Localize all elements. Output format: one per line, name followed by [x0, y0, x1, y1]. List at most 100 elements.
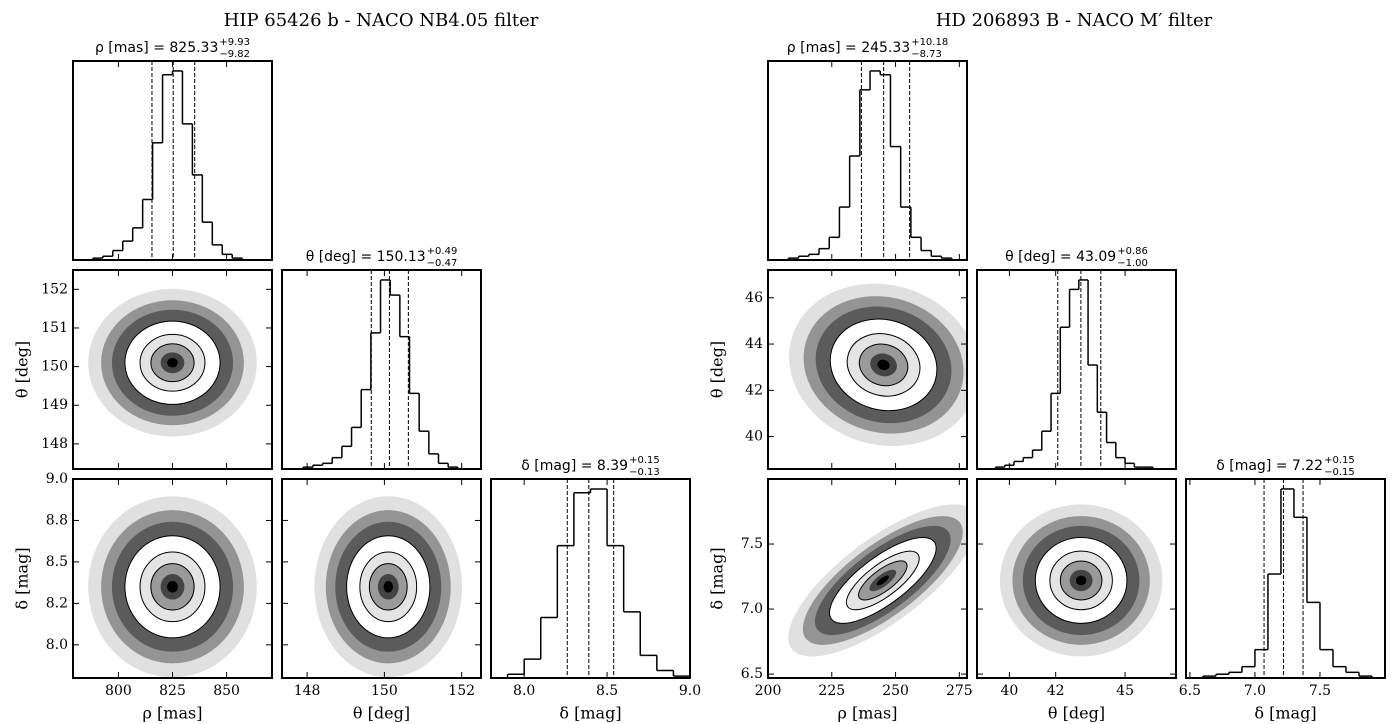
histogram-connector: [1202, 488, 1373, 678]
x-tick-label: 40: [1000, 683, 1018, 699]
err-plus: +0.49: [427, 246, 458, 257]
y-tick-label: 150: [41, 359, 68, 375]
x-tick-label: 8.5: [596, 683, 618, 699]
panel-title-label: ρ [mas] =: [95, 40, 165, 56]
panel-frame: [767, 478, 968, 679]
panel-title: θ [deg] = 43.09: [1005, 249, 1116, 265]
y-tick-label: 149: [41, 397, 68, 413]
panel-frame: [767, 60, 968, 261]
y-tick-label: 151: [41, 320, 68, 336]
panel: [977, 270, 1172, 469]
y-tick-label: 40: [745, 429, 763, 445]
x-tick-label: 825: [159, 683, 186, 699]
panel-frame: [976, 269, 1177, 470]
y-tick-label: 152: [41, 281, 68, 297]
panel-frame: [72, 60, 273, 261]
y-tick-label: 8.8: [46, 512, 68, 528]
panel-title-label: θ [deg] =: [1005, 249, 1072, 265]
panel: [88, 496, 257, 678]
density-contour: [1075, 575, 1087, 586]
y-tick-label: 8.0: [46, 637, 68, 653]
histogram-connector: [994, 279, 1154, 469]
x-axis-label: ρ [mas]: [143, 704, 203, 723]
panel-title-label: ρ [mas] =: [787, 40, 857, 56]
panel: [88, 288, 257, 437]
y-tick-label: 8.5: [46, 554, 68, 570]
x-tick-label: 45: [1116, 683, 1134, 699]
y-axis-label: θ [deg]: [13, 341, 32, 398]
panel: [73, 61, 272, 260]
panel-title-value: 150.13: [377, 249, 426, 265]
panel-title: δ [mag] = 8.39: [521, 458, 628, 474]
panel: [999, 504, 1163, 657]
histogram-connector: [787, 70, 953, 260]
x-tick-label: 800: [105, 683, 132, 699]
panel-title-label: δ [mag] =: [521, 458, 592, 474]
err-plus: +0.15: [1324, 455, 1355, 466]
x-tick-label: 8.0: [513, 683, 535, 699]
figure-title: HIP 65426 b - NACO NB4.05 filter: [224, 10, 539, 31]
panel: [768, 61, 962, 260]
panel-title-value: 825.33: [169, 40, 218, 56]
err-plus: +0.15: [629, 455, 660, 466]
panel-title: θ [deg] = 150.13: [306, 249, 426, 265]
x-tick-label: 150: [371, 683, 398, 699]
x-axis-label: δ [mag]: [1254, 704, 1316, 723]
histogram-connector: [506, 488, 690, 678]
x-tick-label: 225: [818, 683, 845, 699]
histogram-connector: [302, 279, 459, 469]
panel-frame: [281, 269, 482, 470]
err-plus: +0.86: [1117, 246, 1148, 257]
density-contour: [167, 580, 178, 593]
x-tick-label: 200: [755, 683, 782, 699]
x-tick-label: 6.5: [1179, 683, 1201, 699]
y-tick-label: 8.2: [46, 595, 68, 611]
panel-title: δ [mag] = 7.22: [1216, 458, 1323, 474]
panel-frame: [767, 269, 968, 470]
panel-frame: [281, 478, 482, 679]
x-tick-label: 850: [213, 683, 240, 699]
err-plus: +10.18: [911, 37, 948, 48]
x-tick-label: 7.0: [1244, 683, 1266, 699]
density-contour: [877, 359, 890, 371]
err-minus: −0.15: [1324, 467, 1355, 478]
x-axis-label: ρ [mas]: [838, 704, 898, 723]
x-tick-label: 7.5: [1309, 683, 1331, 699]
x-tick-label: 42: [1047, 683, 1065, 699]
y-tick-label: 148: [41, 436, 68, 452]
panel-title-value: 245.33: [861, 40, 910, 56]
density-contour: [876, 575, 889, 586]
panel-frame: [490, 478, 691, 679]
panel-title-value: 7.22: [1292, 458, 1323, 474]
err-minus: −1.00: [1117, 258, 1148, 269]
panel: [283, 270, 478, 469]
x-tick-label: 250: [882, 683, 909, 699]
panel-title-value: 8.39: [597, 458, 628, 474]
panel-title-label: δ [mag] =: [1216, 458, 1287, 474]
density-contour: [383, 580, 393, 593]
y-axis-label: θ [deg]: [708, 341, 727, 398]
x-tick-label: 275: [946, 683, 973, 699]
y-tick-label: 42: [745, 382, 763, 398]
panel: [789, 283, 967, 447]
x-axis-label: θ [deg]: [1048, 704, 1105, 723]
y-tick-label: 44: [745, 336, 763, 352]
panel-title: ρ [mas] = 825.33: [95, 40, 218, 56]
y-tick-label: 6.5: [741, 666, 763, 682]
err-plus: +9.93: [219, 37, 250, 48]
y-tick-label: 9.0: [46, 471, 68, 487]
panel: [788, 504, 967, 657]
panel-frame: [976, 478, 1177, 679]
panel-title: ρ [mas] = 245.33: [787, 40, 910, 56]
x-tick-label: 9.0: [679, 683, 701, 699]
x-tick-label: 152: [448, 683, 475, 699]
panel-frame: [1185, 478, 1386, 679]
histogram-connector: [92, 70, 243, 260]
x-tick-label: 148: [294, 683, 321, 699]
err-minus: −9.82: [219, 49, 250, 60]
y-tick-label: 7.5: [741, 536, 763, 552]
panel: [1189, 479, 1385, 678]
y-axis-label: δ [mag]: [708, 547, 727, 609]
